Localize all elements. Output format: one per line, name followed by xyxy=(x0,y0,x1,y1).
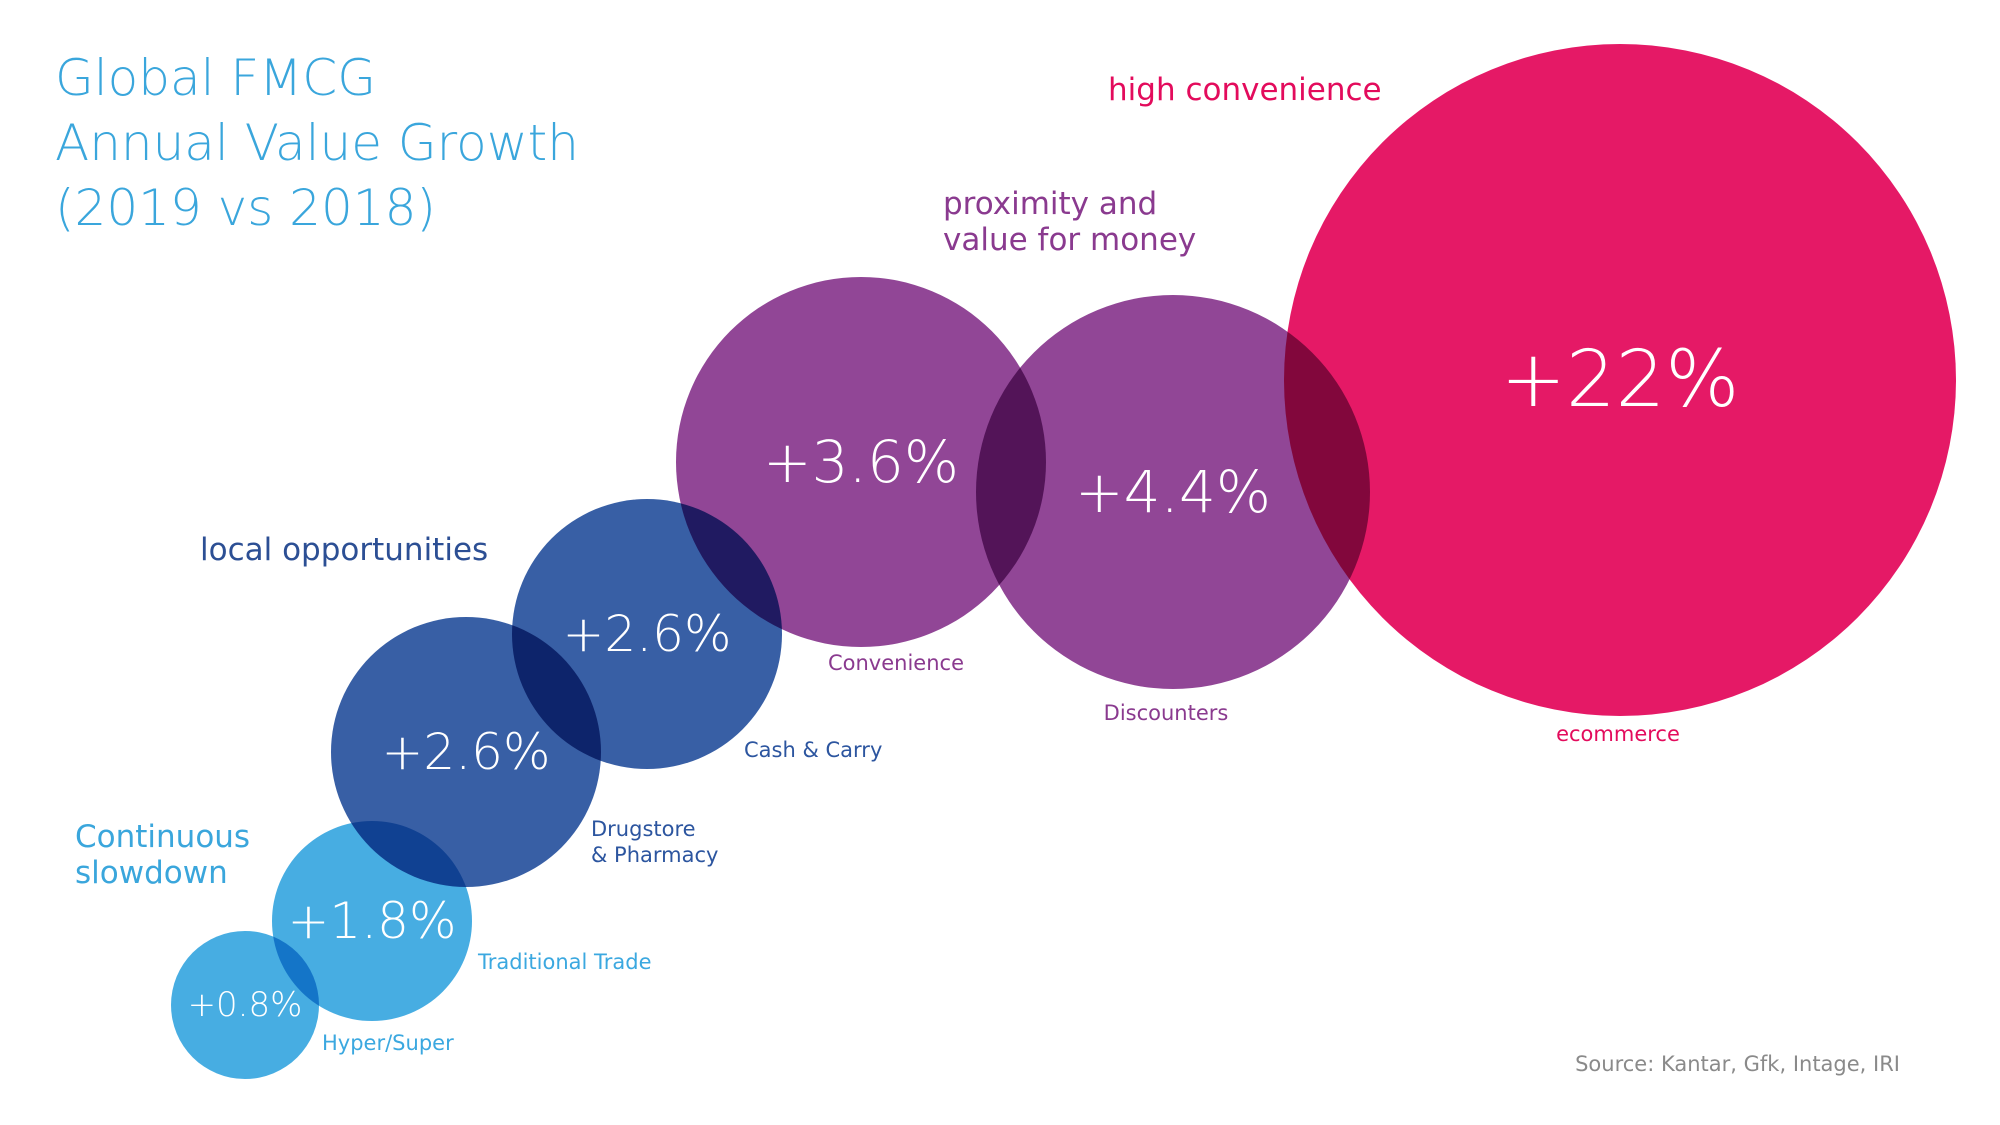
group-label-line: high convenience xyxy=(1108,72,1382,108)
title-line-2: Annual Value Growth xyxy=(55,114,579,172)
channel-label: Convenience xyxy=(828,651,964,675)
bubble-hyper-super xyxy=(171,931,319,1079)
channel-label: Cash & Carry xyxy=(744,738,882,762)
group-label-line: Continuous xyxy=(75,819,250,855)
bubble-value-label: +0.8% xyxy=(188,985,303,1025)
bubble-convenience xyxy=(676,277,1046,647)
bubble-value-label: +2.6% xyxy=(382,723,551,781)
bubble-value-label: +3.6% xyxy=(763,428,959,496)
bubble-discounters xyxy=(976,295,1370,689)
channel-label-line: & Pharmacy xyxy=(591,843,718,867)
group-label-continuous-slowdown: Continuous slowdown xyxy=(75,819,250,891)
title-line-3: (2019 vs 2018) xyxy=(55,179,436,237)
group-label-local-opportunities: local opportunities xyxy=(200,532,488,568)
title-line-1: Global FMCG xyxy=(55,49,376,107)
bubble-value-label: +4.4% xyxy=(1075,458,1271,526)
channel-label-line: Discounters xyxy=(1104,701,1229,725)
bubble-ecommerce xyxy=(1284,44,1956,716)
group-label-proximity-and-value-for-money: proximity and value for money xyxy=(943,186,1196,258)
channel-label-line: ecommerce xyxy=(1556,722,1680,746)
channel-label-line: Drugstore xyxy=(591,817,696,841)
group-label-line: slowdown xyxy=(75,855,228,891)
channel-label: Drugstore & Pharmacy xyxy=(591,817,718,867)
channel-label-line: Hyper/Super xyxy=(322,1031,454,1055)
group-label-high-convenience: high convenience xyxy=(1108,72,1382,108)
bubble-value-label: +22% xyxy=(1501,335,1740,425)
group-labels: Continuous slowdown local opportunities pro… xyxy=(75,72,1382,891)
channel-label: Hyper/Super xyxy=(322,1031,454,1055)
channel-label-line: Traditional Trade xyxy=(477,950,652,974)
channel-label: Discounters xyxy=(1104,701,1229,725)
group-label-line: local opportunities xyxy=(200,532,488,568)
channel-label-line: Convenience xyxy=(828,651,964,675)
bubble-texts: +0.8% Hyper/Super +1.8% Traditional Trade +2… xyxy=(188,335,1740,1055)
source-note: Source: Kantar, Gfk, Intage, IRI xyxy=(1575,1052,1900,1076)
group-label-line: value for money xyxy=(943,222,1196,258)
bubble-circles xyxy=(171,44,1956,1079)
bubble-value-label: +2.6% xyxy=(563,605,732,663)
group-label-line: proximity and xyxy=(943,186,1157,222)
chart-title: Global FMCG Annual Value Growth (2019 vs… xyxy=(55,49,579,237)
channel-label: Traditional Trade xyxy=(477,950,652,974)
channel-label-line: Cash & Carry xyxy=(744,738,882,762)
channel-label: ecommerce xyxy=(1556,722,1680,746)
bubble-value-label: +1.8% xyxy=(288,892,457,950)
bubble-series: +0.8% Hyper/Super +1.8% Traditional Trade +2… xyxy=(171,44,1956,1079)
